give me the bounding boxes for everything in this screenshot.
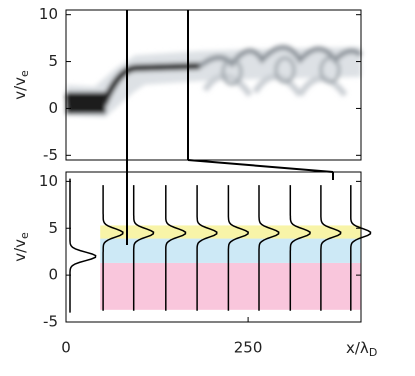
- distribution-curve: [102, 185, 124, 311]
- x-tick-label: 250: [234, 339, 263, 357]
- x-tick-label: 0: [61, 339, 71, 357]
- zoom-lines: [187, 10, 334, 173]
- vortex: [274, 56, 296, 84]
- band: [100, 262, 362, 310]
- distribution-curve: [258, 185, 280, 311]
- label-sub: e: [18, 70, 31, 77]
- y-tick-label: 0: [48, 99, 58, 117]
- core-beam: [66, 92, 106, 114]
- vortex-edges: [198, 45, 363, 68]
- band: [100, 225, 362, 239]
- distribution-curve: [350, 185, 372, 311]
- distribution-curve: [132, 185, 155, 311]
- vortex: [221, 58, 243, 86]
- y-tick-label: 5: [48, 52, 58, 70]
- vortex: [319, 56, 341, 84]
- label-sub: e: [18, 232, 31, 239]
- y-axis-label: v/ve: [11, 232, 32, 262]
- y-tick-label: -5: [43, 313, 58, 331]
- label-text: x/λ: [346, 339, 369, 357]
- beam: [100, 62, 201, 106]
- distribution-curve: [69, 178, 97, 313]
- label-text: v/v: [11, 77, 29, 100]
- y-tick-label: -5: [43, 146, 58, 164]
- label-sub: D: [369, 346, 377, 359]
- distribution-curve: [196, 185, 218, 311]
- y-tick-label: 10: [39, 172, 58, 190]
- distribution-curve: [320, 185, 342, 311]
- distribution-curve: [227, 185, 250, 311]
- y-axis-label: v/ve: [11, 70, 32, 100]
- phase-space-image: [65, 45, 363, 118]
- plot-frame: [65, 9, 362, 161]
- y-tick-label: 10: [39, 5, 58, 23]
- label-text: v/v: [11, 239, 29, 262]
- distribution-curve: [165, 185, 187, 311]
- plot-frame: [65, 171, 362, 323]
- y-tick-label: 0: [48, 266, 58, 284]
- x-axis-label: x/λD: [346, 339, 377, 360]
- zoom-line: [187, 159, 334, 173]
- y-tick-label: 5: [48, 219, 58, 237]
- distribution-curve: [289, 185, 311, 311]
